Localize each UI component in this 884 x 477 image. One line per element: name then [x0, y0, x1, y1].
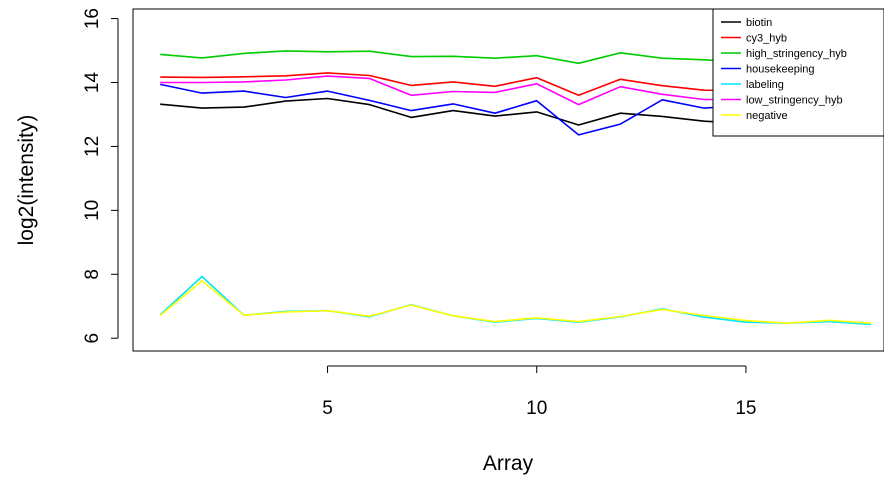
series-line-labeling: [159, 275, 872, 326]
legend-label: negative: [746, 110, 788, 122]
legend-label: cy3_hyb: [746, 33, 787, 45]
series-layer: [159, 50, 872, 326]
series-line-negative: [159, 279, 872, 325]
legend-label: high_stringency_hyb: [746, 48, 847, 60]
legend-box: [712, 8, 884, 137]
x-axis-title: Array: [483, 452, 534, 475]
legend-label: low_stringency_hyb: [746, 95, 843, 107]
legend: biotin cy3_hyb high_stringency_hyb housekee…: [712, 8, 884, 137]
x-tick-label: 15: [735, 398, 756, 419]
y-tick-label: 10: [82, 200, 103, 221]
x-tick-label: 5: [322, 398, 333, 419]
y-tick-label: 16: [82, 8, 103, 29]
plot-frame: [132, 8, 884, 352]
y-tick-label: 14: [82, 72, 103, 94]
x-axis: 5 10 15: [322, 365, 757, 419]
y-tick-label: 8: [82, 269, 103, 280]
y-tick-label: 6: [82, 333, 103, 344]
legend-label: housekeeping: [746, 64, 815, 76]
x-tick-label: 10: [526, 398, 547, 419]
legend-label: biotin: [746, 17, 772, 29]
y-axis: 6 8 10 12 14 16: [82, 8, 119, 344]
y-axis-title: log2(intensity): [15, 115, 38, 246]
legend-label: labeling: [746, 79, 784, 91]
y-tick-label: 12: [82, 136, 103, 157]
